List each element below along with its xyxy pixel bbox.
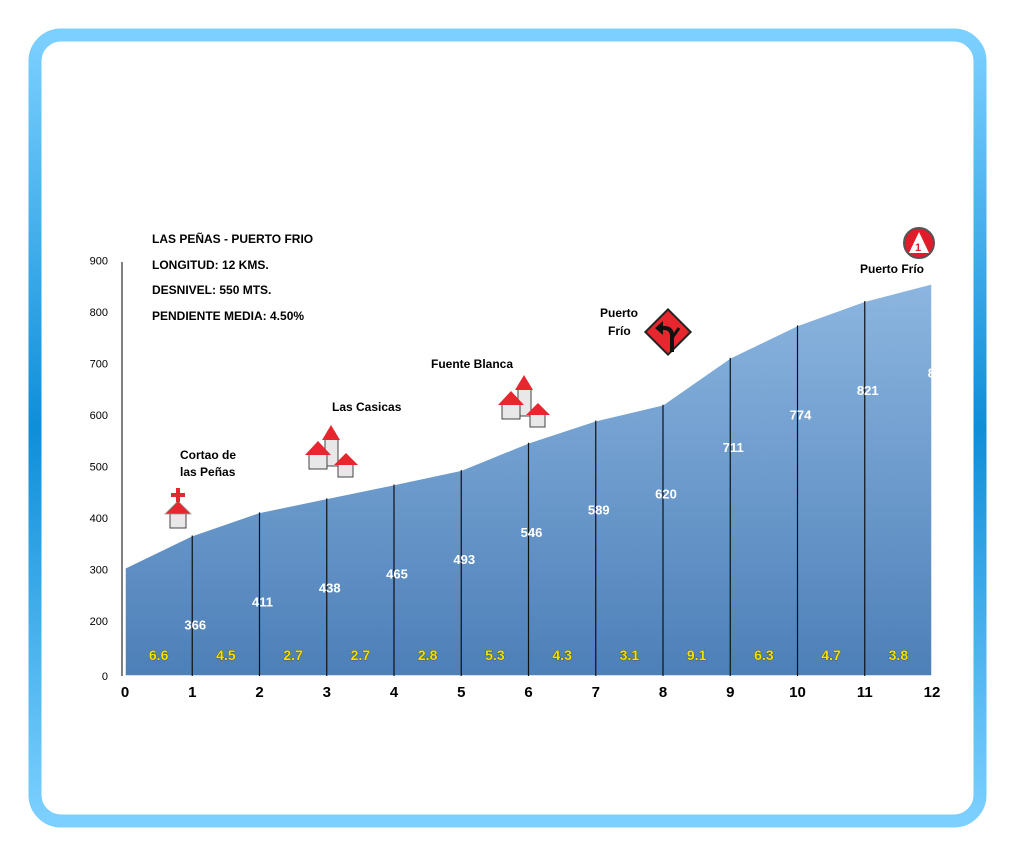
grade-label: 5.3 — [485, 647, 505, 663]
climb-text: DESNIVEL: 550 MTS. — [152, 283, 271, 297]
grade-label: 6.3 — [754, 647, 774, 663]
y-tick-label: 900 — [90, 256, 108, 268]
elevation-labels: 366 411 438 465 493 546 589 620 711 774 821 85 — [184, 366, 942, 633]
x-tick-label: 11 — [857, 684, 873, 701]
grade-label: 2.7 — [351, 647, 371, 663]
grade-label: 3.1 — [620, 647, 640, 663]
place-cortao-1: Cortao de — [180, 448, 236, 462]
grade-label: 2.7 — [283, 647, 303, 663]
y-tick-label: 0 — [102, 671, 108, 683]
grade-labels: 6.6 4.5 2.7 2.7 2.8 5.3 4.3 3.1 9.1 6.3 4.7 3.8 — [149, 647, 909, 664]
svg-text:1: 1 — [915, 242, 921, 254]
grade-label: 6.6 — [149, 647, 169, 663]
length-text: LONGITUD: 12 KMS. — [152, 258, 269, 272]
x-tick-label: 10 — [789, 684, 806, 701]
x-tick-label: 12 — [924, 684, 941, 701]
place-puerto-frio-mid-1: Puerto — [600, 306, 638, 320]
elevation-label: 411 — [252, 594, 273, 609]
y-tick-label: 200 — [90, 616, 108, 628]
x-tick-label: 3 — [323, 684, 331, 701]
elevation-label: 465 — [386, 567, 408, 582]
place-casicas: Las Casicas — [332, 400, 402, 414]
x-tick-label: 2 — [255, 684, 263, 701]
grade-label: 4.3 — [552, 647, 572, 663]
grade-label: 4.5 — [216, 647, 236, 663]
x-tick-label: 4 — [390, 684, 399, 701]
x-tick-label: 5 — [457, 684, 465, 701]
grade-label: 9.1 — [687, 647, 707, 663]
y-tick-label: 400 — [90, 513, 108, 525]
chart-title: LAS PEÑAS - PUERTO FRIO — [152, 231, 313, 246]
junction-sign-icon — [643, 307, 693, 357]
place-puerto-frio-end: Puerto Frío — [860, 262, 924, 276]
elevation-label: 589 — [588, 503, 610, 518]
x-tick-label: 7 — [592, 684, 600, 701]
elevation-label: 493 — [453, 552, 475, 567]
y-tick-label: 700 — [90, 359, 108, 371]
grade-label: 4.7 — [821, 647, 841, 663]
church-icon — [164, 488, 192, 529]
km-dividers — [191, 301, 866, 676]
elevation-label: 546 — [521, 525, 543, 540]
avg-grade-text: PENDIENTE MEDIA: 4.50% — [152, 309, 304, 323]
x-tick-label: 8 — [659, 684, 667, 701]
x-tick-label: 9 — [726, 684, 734, 701]
village-icon-fuente — [498, 375, 550, 428]
place-cortao-2: las Peñas — [180, 465, 236, 479]
village-icon-casicas — [305, 425, 358, 478]
elevation-label: 711 — [723, 440, 744, 455]
y-tick-label: 300 — [90, 565, 108, 577]
place-puerto-frio-mid-2: Frío — [608, 324, 631, 338]
elevation-label: 620 — [655, 487, 677, 502]
y-tick-label: 500 — [90, 462, 108, 474]
grade-label: 2.8 — [418, 647, 438, 663]
x-tick-label: 0 — [121, 684, 129, 701]
x-tick-labels: 0 1 2 3 4 5 6 7 8 9 10 11 12 — [121, 684, 941, 701]
grade-label: 3.8 — [889, 647, 909, 663]
elevation-label: 85 — [928, 366, 942, 381]
elevation-label: 774 — [790, 407, 812, 422]
y-tick-labels: 0 200 300 400 500 600 700 800 900 — [90, 256, 108, 684]
y-tick-label: 800 — [90, 307, 108, 319]
x-tick-label: 1 — [188, 684, 196, 701]
summit-marker-icon: 1 — [903, 227, 935, 259]
elevation-label: 438 — [319, 580, 341, 595]
place-fuente-blanca: Fuente Blanca — [431, 357, 513, 371]
elevation-label: 821 — [857, 383, 879, 398]
y-tick-label: 600 — [90, 410, 108, 422]
elevation-label: 366 — [184, 618, 206, 633]
x-tick-label: 6 — [524, 684, 532, 701]
